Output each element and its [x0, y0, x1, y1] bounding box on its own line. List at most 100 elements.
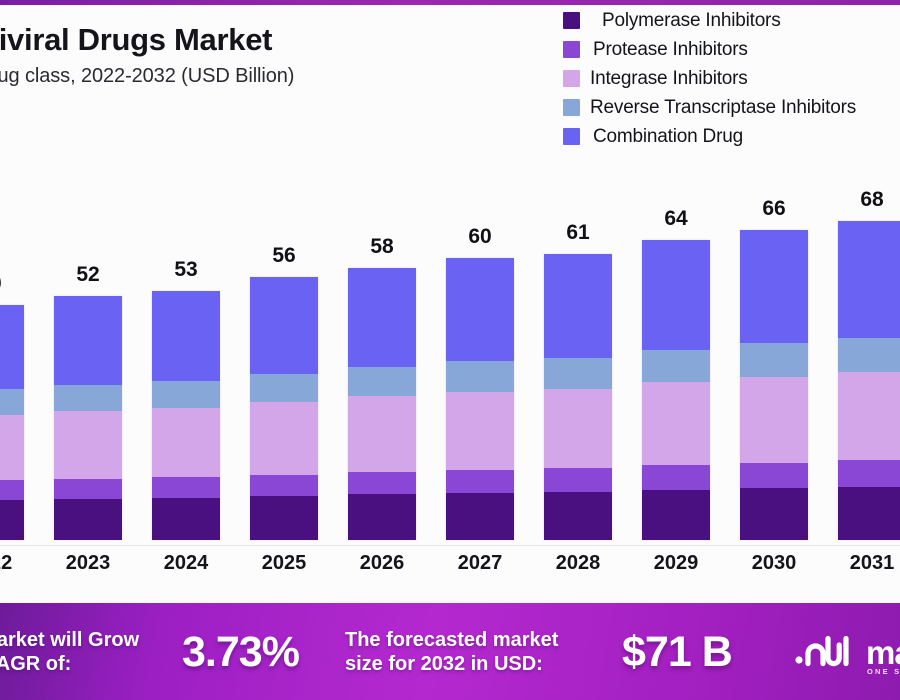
bar-segment[interactable] — [348, 471, 416, 495]
bar-segment[interactable] — [152, 408, 220, 478]
x-axis-label: 2031 — [849, 552, 895, 574]
x-axis-label: 2028 — [555, 552, 601, 574]
brand-logo[interactable]: ma ONE STOP — [795, 633, 900, 675]
bar-segment[interactable] — [740, 376, 808, 463]
bar-value-label: 66 — [762, 197, 786, 221]
bar-group[interactable]: 64 — [642, 150, 710, 545]
bar-segment[interactable] — [642, 490, 710, 540]
bar-segment[interactable] — [544, 253, 612, 358]
stacked-bar[interactable] — [0, 305, 24, 540]
bar-group[interactable]: 61 — [544, 150, 612, 545]
legend-item-integrase-inhibitors[interactable]: Integrase Inhibitors — [563, 64, 900, 93]
bar-segment[interactable] — [740, 343, 808, 377]
bar-segment[interactable] — [0, 479, 24, 500]
stacked-bar[interactable] — [642, 239, 710, 540]
bar-segment[interactable] — [250, 373, 318, 403]
bar-segment[interactable] — [838, 486, 900, 540]
legend-item-reverse-transcriptase-inhibitors[interactable]: Reverse Transcriptase Inhibitors — [563, 93, 900, 122]
bar-value-label: 52 — [76, 262, 100, 286]
bar-segment[interactable] — [348, 494, 416, 540]
bar-segment[interactable] — [740, 488, 808, 540]
legend-swatch-icon — [563, 70, 580, 87]
chart-subtitle: By Drug class, 2022-2032 (USD Billion) — [0, 64, 295, 87]
bar-segment[interactable] — [152, 381, 220, 409]
stacked-bar[interactable] — [446, 258, 514, 540]
x-axis-label: 2023 — [65, 552, 111, 574]
bar-segment[interactable] — [642, 382, 710, 466]
cagr-caption-line2: At a CAGR of: — [0, 652, 72, 675]
bar-group[interactable]: 53 — [152, 150, 220, 545]
legend-item-label: Combination Drug — [593, 125, 743, 147]
bar-segment[interactable] — [54, 498, 122, 540]
bar-group[interactable]: 58 — [348, 150, 416, 545]
stacked-bar[interactable] — [838, 220, 900, 540]
bar-segment[interactable] — [838, 220, 900, 338]
legend-item-label: Polymerase Inhibitors — [602, 9, 781, 31]
bar-segment[interactable] — [446, 493, 514, 540]
bar-group[interactable]: 52 — [54, 150, 122, 545]
bar-segment[interactable] — [838, 371, 900, 461]
bar-segment[interactable] — [740, 230, 808, 344]
forecast-caption: The forecasted market size for 2032 in U… — [345, 629, 558, 676]
bar-value-label: 64 — [664, 206, 688, 230]
stacked-bar[interactable] — [152, 291, 220, 540]
bar-group[interactable]: 50 — [0, 150, 24, 545]
bar-segment[interactable] — [446, 469, 514, 494]
stacked-bar[interactable] — [54, 295, 122, 540]
bar-segment[interactable] — [544, 492, 612, 540]
stacked-bar[interactable] — [348, 267, 416, 540]
stacked-bar[interactable] — [740, 230, 808, 540]
bar-segment[interactable] — [642, 239, 710, 350]
bar-segment[interactable] — [740, 462, 808, 489]
stacked-bar[interactable] — [544, 253, 612, 540]
bar-segment[interactable] — [446, 361, 514, 392]
x-axis-label: 2027 — [457, 552, 503, 574]
bar-segment[interactable] — [250, 474, 318, 497]
bar-segment[interactable] — [348, 267, 416, 368]
bar-segment[interactable] — [54, 295, 122, 385]
x-axis-label: 2024 — [163, 552, 209, 574]
bar-segment[interactable] — [250, 277, 318, 374]
bar-segment[interactable] — [446, 258, 514, 362]
bar-segment[interactable] — [838, 460, 900, 487]
legend-item-label: Protease Inhibitors — [593, 38, 748, 60]
bar-segment[interactable] — [54, 410, 122, 479]
bar-value-label: 61 — [566, 220, 590, 244]
bar-segment[interactable] — [838, 337, 900, 372]
bar-segment[interactable] — [642, 465, 710, 491]
bar-segment[interactable] — [544, 357, 612, 389]
legend-item-polymerase-inhibitors[interactable]: Polymerase Inhibitors — [563, 6, 900, 35]
bar-group[interactable]: 68 — [838, 150, 900, 545]
logo-tagline: ONE STOP — [867, 667, 900, 676]
bar-segment[interactable] — [0, 305, 24, 390]
bar-segment[interactable] — [348, 367, 416, 397]
bar-segment[interactable] — [152, 477, 220, 498]
bar-group[interactable]: 66 — [740, 150, 808, 545]
legend-item-protease-inhibitors[interactable]: Protease Inhibitors — [563, 35, 900, 64]
legend-item-label: Integrase Inhibitors — [590, 67, 748, 89]
bar-segment[interactable] — [152, 497, 220, 540]
bar-segment[interactable] — [250, 402, 318, 475]
x-axis-tick-labels: 2022 2023 2024 2025 2026 2027 2028 2029 2030 2031… — [0, 552, 900, 592]
bar-segment[interactable] — [152, 291, 220, 382]
bar-group[interactable]: 60 — [446, 150, 514, 545]
cagr-value: 3.73% — [182, 628, 300, 676]
bar-value-label: 56 — [272, 244, 296, 268]
bar-segment[interactable] — [0, 499, 24, 540]
stacked-bar[interactable] — [250, 277, 318, 540]
bar-segment[interactable] — [0, 389, 24, 415]
bar-segment[interactable] — [348, 396, 416, 472]
bar-segment[interactable] — [54, 478, 122, 499]
bar-group[interactable]: 56 — [250, 150, 318, 545]
legend-item-combination-drug[interactable]: Combination Drug — [563, 122, 900, 151]
bar-segment[interactable] — [642, 349, 710, 383]
bar-segment[interactable] — [544, 468, 612, 493]
bar-segment[interactable] — [54, 384, 122, 411]
logo-mark-icon — [795, 635, 849, 667]
legend-swatch-icon — [563, 128, 580, 145]
bar-segment[interactable] — [0, 414, 24, 480]
bar-segment[interactable] — [544, 388, 612, 469]
bar-segment[interactable] — [446, 391, 514, 470]
bar-segment[interactable] — [250, 496, 318, 540]
